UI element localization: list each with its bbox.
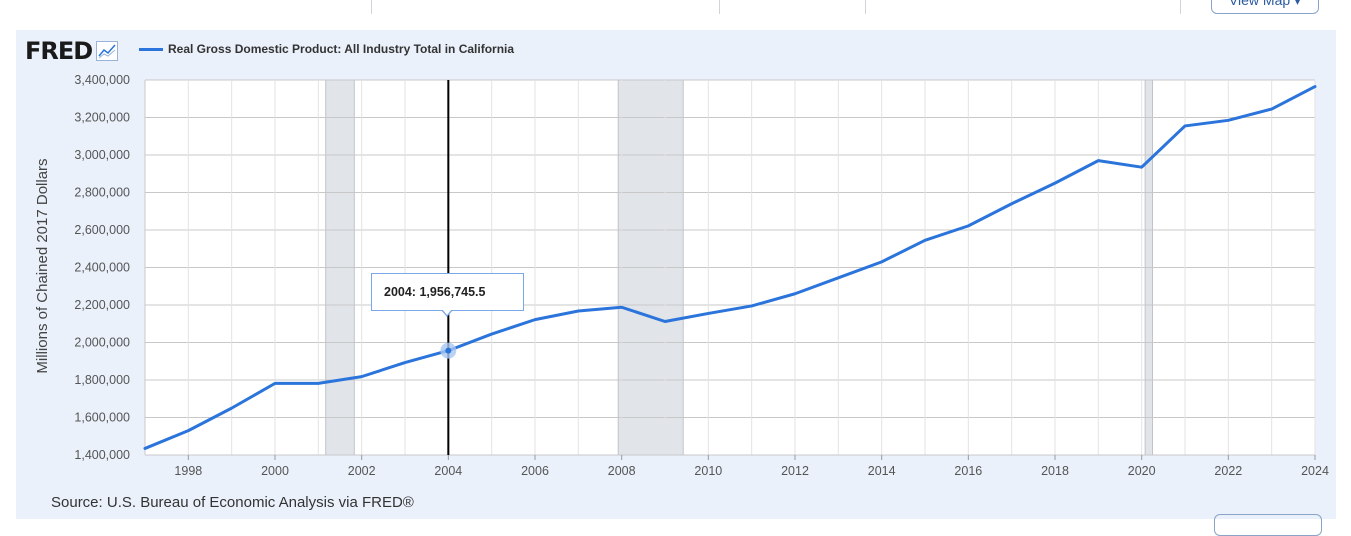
toolbar-divider [865, 0, 866, 14]
x-tick-label: 2016 [954, 464, 982, 478]
data-point[interactable] [663, 320, 667, 324]
y-tick-label: 2,800,000 [74, 186, 130, 200]
data-point[interactable] [620, 305, 624, 309]
data-point[interactable] [533, 318, 537, 322]
data-point[interactable] [880, 260, 884, 264]
view-map-button[interactable]: View Map ▾ [1211, 0, 1319, 14]
x-tick-label: 2004 [434, 464, 462, 478]
data-point[interactable] [316, 381, 320, 385]
gridlines [144, 79, 1316, 456]
y-tick-label: 3,400,000 [74, 73, 130, 87]
toolbar-divider [719, 0, 720, 14]
source-note: Source: U.S. Bureau of Economic Analysis… [51, 494, 414, 511]
data-point[interactable] [1270, 107, 1274, 111]
legend-swatch [139, 47, 163, 51]
toolbar-divider [371, 0, 372, 14]
data-point[interactable] [966, 224, 970, 228]
data-point[interactable] [230, 406, 234, 410]
toolbar-divider [1180, 0, 1181, 14]
view-map-label: View Map [1228, 0, 1291, 8]
series-line[interactable] [143, 85, 1317, 450]
chart-legend: Real Gross Domestic Product: All Industr… [139, 42, 514, 56]
data-point[interactable] [360, 375, 364, 379]
data-point[interactable] [706, 311, 710, 315]
logo-text: FRED [25, 37, 93, 65]
top-toolbar-strip [0, 0, 1351, 20]
hover-marker [440, 342, 457, 359]
x-tick-label: 2024 [1301, 464, 1329, 478]
y-tick-label: 3,200,000 [74, 111, 130, 125]
data-point[interactable] [750, 304, 754, 308]
x-tick-label: 2012 [781, 464, 809, 478]
x-axis-ticks: 1998 2000 2002 2004 2006 2008 2010 2012 2014 2016… [174, 455, 1329, 478]
line-chart[interactable]: 1,400,000 1,600,000 1,800,000 2,000,000 2,20… [0, 0, 1351, 519]
x-tick-label: 2014 [868, 464, 896, 478]
y-tick-label: 2,600,000 [74, 223, 130, 237]
y-tick-label: 2,400,000 [74, 261, 130, 275]
x-tick-label: 2008 [608, 464, 636, 478]
bottom-button[interactable] [1214, 514, 1322, 536]
y-axis-ticks: 1,400,000 1,600,000 1,800,000 2,000,000 2,20… [74, 73, 130, 462]
y-axis-label: Millions of Chained 2017 Dollars [34, 158, 51, 373]
data-point[interactable] [576, 309, 580, 313]
y-tick-label: 3,000,000 [74, 148, 130, 162]
hover-point-center [445, 347, 452, 354]
y-tick-label: 1,600,000 [74, 411, 130, 425]
y-tick-label: 1,400,000 [74, 448, 130, 462]
data-point[interactable] [1183, 124, 1187, 128]
y-tick-label: 2,000,000 [74, 336, 130, 350]
tooltip-pointer-inner [442, 309, 452, 315]
y-tick-label: 2,200,000 [74, 298, 130, 312]
x-tick-label: 2010 [694, 464, 722, 478]
data-point[interactable] [1053, 181, 1057, 185]
x-tick-label: 2002 [348, 464, 376, 478]
x-tick-label: 2020 [1128, 464, 1156, 478]
x-tick-label: 2006 [521, 464, 549, 478]
data-point[interactable] [1140, 165, 1144, 169]
data-point[interactable] [1226, 118, 1230, 122]
hover-tooltip: 2004: 1,956,745.5 [371, 273, 524, 311]
data-point[interactable] [836, 276, 840, 280]
data-point[interactable] [403, 361, 407, 365]
y-tick-label: 1,800,000 [74, 373, 130, 387]
x-tick-label: 2018 [1041, 464, 1069, 478]
fred-logo[interactable]: FRED [25, 37, 119, 65]
tooltip-text: 2004: 1,956,745.5 [384, 285, 486, 299]
data-point[interactable] [186, 429, 190, 433]
x-tick-label: 1998 [174, 464, 202, 478]
chart-line-icon [96, 41, 119, 61]
data-point[interactable] [793, 292, 797, 296]
series-lines [143, 85, 1317, 450]
data-point[interactable] [923, 238, 927, 242]
x-tick-label: 2022 [1214, 464, 1242, 478]
data-point[interactable] [1010, 202, 1014, 206]
data-point[interactable] [1096, 159, 1100, 163]
x-tick-label: 2000 [261, 464, 289, 478]
data-point[interactable] [273, 381, 277, 385]
legend-label: Real Gross Domestic Product: All Industr… [168, 42, 515, 56]
data-point[interactable] [143, 446, 147, 450]
chevron-down-icon: ▾ [1294, 0, 1302, 8]
data-point[interactable] [1313, 85, 1317, 89]
data-point[interactable] [490, 332, 494, 336]
